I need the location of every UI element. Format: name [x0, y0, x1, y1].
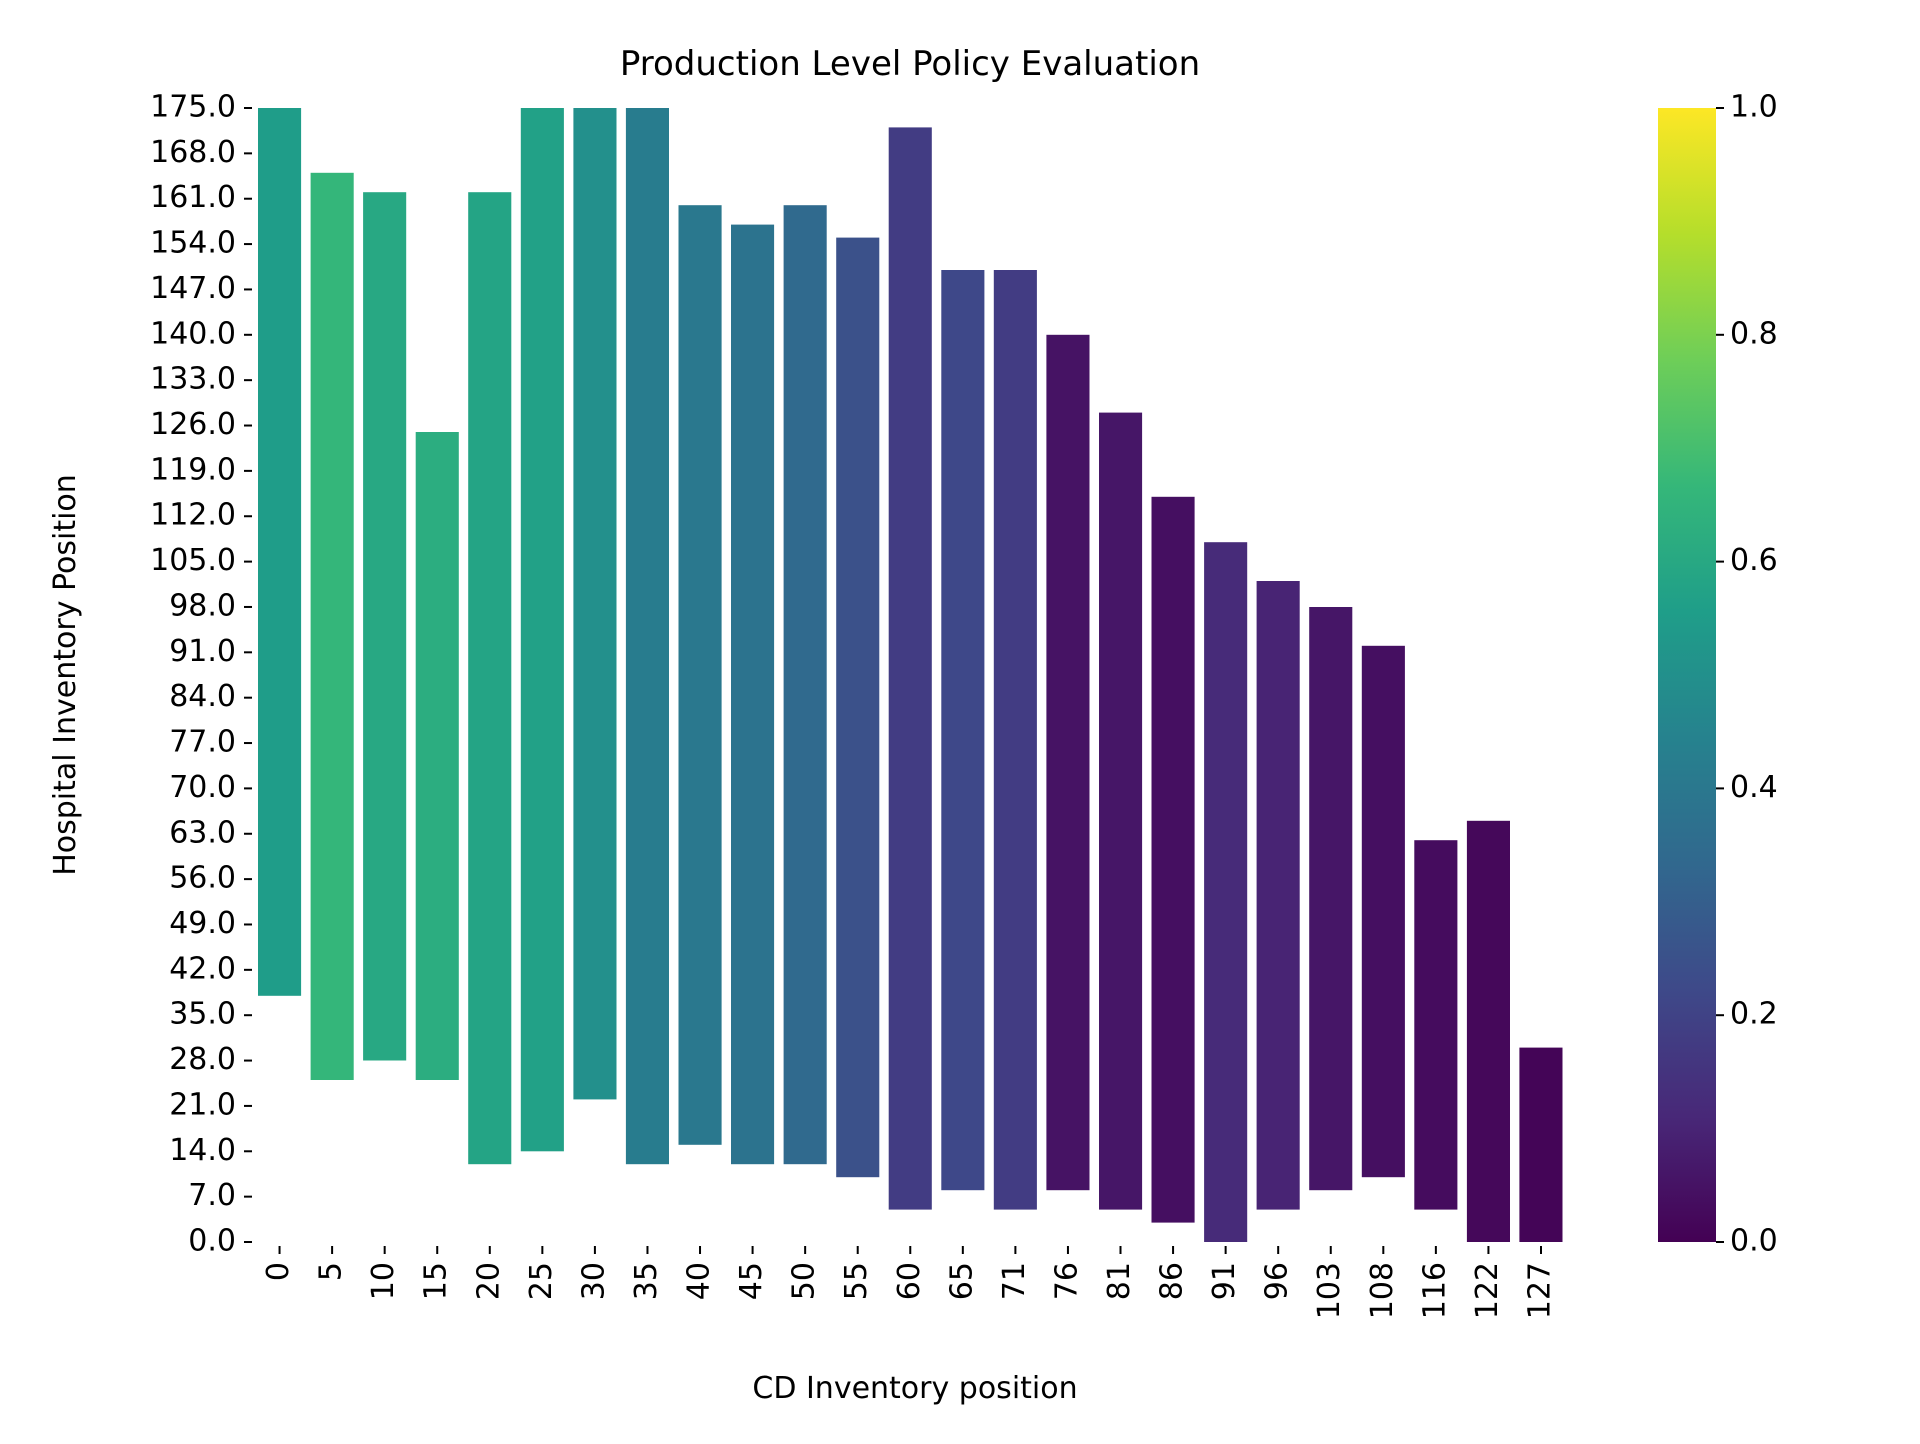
y-tick-label: 140.0 [150, 316, 236, 351]
y-tick-label: 63.0 [169, 815, 236, 850]
y-tick-label: 21.0 [169, 1087, 236, 1122]
heatmap-column [1046, 334, 1090, 1191]
y-tick-label: 147.0 [150, 271, 236, 306]
heatmap-column [1204, 542, 1248, 1242]
x-axis-ticks: 0 5 10 15 20 25 30 35 40 45 50 55 60 65 71 76 81 86 91 96 10… [261, 1246, 1558, 1319]
heatmap-column [625, 108, 669, 1165]
heatmap-column [1256, 581, 1300, 1210]
colorbar-tick-label: 1.0 [1730, 90, 1778, 125]
heatmap-column [993, 270, 1037, 1210]
heatmap-column [1519, 1047, 1563, 1242]
y-tick-label: 35.0 [169, 997, 236, 1032]
heatmap-column [783, 205, 827, 1165]
x-tick-label: 116 [1417, 1262, 1452, 1319]
heatmap-column [520, 108, 564, 1152]
x-tick-label: 127 [1523, 1262, 1558, 1319]
y-tick-label: 28.0 [169, 1042, 236, 1077]
y-tick-label: 161.0 [150, 180, 236, 215]
colorbar-tick-label: 0.2 [1730, 997, 1778, 1032]
y-tick-label: 0.0 [188, 1224, 236, 1259]
heatmap-column [310, 172, 354, 1081]
y-tick-label: 77.0 [169, 725, 236, 760]
x-tick-label: 71 [997, 1262, 1032, 1300]
x-tick-label: 91 [1207, 1262, 1242, 1300]
y-tick-label: 133.0 [150, 362, 236, 397]
x-tick-label: 81 [1102, 1262, 1137, 1300]
x-tick-label: 55 [839, 1262, 874, 1300]
colorbar-tick-label: 0.8 [1730, 316, 1778, 351]
chart-title: Production Level Policy Evaluation [620, 44, 1200, 84]
y-tick-label: 56.0 [169, 861, 236, 896]
heatmap-column [1151, 496, 1195, 1223]
y-tick-label: 7.0 [188, 1178, 236, 1213]
colorbar-tick-label: 0.0 [1730, 1224, 1778, 1259]
y-tick-label: 70.0 [169, 770, 236, 805]
x-tick-label: 60 [892, 1262, 927, 1300]
heatmap-column [1466, 820, 1510, 1242]
colorbar: 0.0 0.2 0.4 0.6 0.8 1.0 [1658, 90, 1778, 1259]
y-tick-label: 84.0 [169, 679, 236, 714]
x-tick-label: 30 [576, 1262, 611, 1300]
x-tick-label: 108 [1365, 1262, 1400, 1319]
x-tick-label: 50 [787, 1262, 822, 1300]
x-tick-label: 5 [314, 1262, 349, 1281]
heatmap-cells [258, 108, 1563, 1242]
heatmap-column [836, 237, 880, 1178]
heatmap-column [415, 432, 459, 1080]
x-tick-label: 122 [1470, 1262, 1505, 1319]
colorbar-tick-label: 0.6 [1730, 543, 1778, 578]
heatmap-column [468, 192, 512, 1165]
y-tick-label: 168.0 [150, 135, 236, 170]
y-axis-ticks: 175.0 168.0 161.0 154.0 147.0 140.0 133.0 126.0… [150, 90, 252, 1259]
heatmap-column [941, 270, 985, 1191]
x-tick-label: 20 [471, 1262, 506, 1300]
y-tick-label: 42.0 [169, 951, 236, 986]
y-tick-label: 175.0 [150, 90, 236, 125]
x-tick-label: 86 [1155, 1262, 1190, 1300]
colorbar-tick-label: 0.4 [1730, 770, 1778, 805]
heatmap-column [678, 205, 722, 1145]
heatmap-column [1309, 607, 1353, 1191]
y-axis-label: Hospital Inventory Position [48, 474, 83, 876]
y-tick-label: 154.0 [150, 226, 236, 261]
y-tick-label: 105.0 [150, 543, 236, 578]
x-tick-label: 10 [366, 1262, 401, 1300]
x-tick-label: 103 [1312, 1262, 1347, 1319]
y-tick-label: 14.0 [169, 1133, 236, 1168]
x-tick-label: 76 [1049, 1262, 1084, 1300]
y-tick-label: 91.0 [169, 634, 236, 669]
y-tick-label: 112.0 [150, 498, 236, 533]
heatmap-column [258, 108, 302, 996]
x-tick-label: 96 [1260, 1262, 1295, 1300]
x-tick-label: 25 [524, 1262, 559, 1300]
x-tick-label: 40 [682, 1262, 717, 1300]
x-tick-label: 15 [419, 1262, 454, 1300]
colorbar-gradient [1658, 108, 1716, 1242]
x-axis-label: CD Inventory position [752, 1371, 1077, 1406]
heatmap-column [573, 108, 617, 1100]
y-tick-label: 119.0 [150, 452, 236, 487]
y-tick-label: 98.0 [169, 588, 236, 623]
x-tick-label: 0 [261, 1262, 296, 1281]
heatmap-column [1414, 840, 1458, 1210]
x-tick-label: 65 [944, 1262, 979, 1300]
heatmap-column [363, 192, 407, 1061]
heatmap-column [1361, 645, 1405, 1178]
heatmap-column [888, 127, 932, 1210]
x-tick-label: 35 [629, 1262, 664, 1300]
x-tick-label: 45 [734, 1262, 769, 1300]
heatmap-column [1099, 412, 1143, 1210]
y-tick-label: 126.0 [150, 407, 236, 442]
heatmap-column [731, 224, 775, 1165]
y-tick-label: 49.0 [169, 906, 236, 941]
